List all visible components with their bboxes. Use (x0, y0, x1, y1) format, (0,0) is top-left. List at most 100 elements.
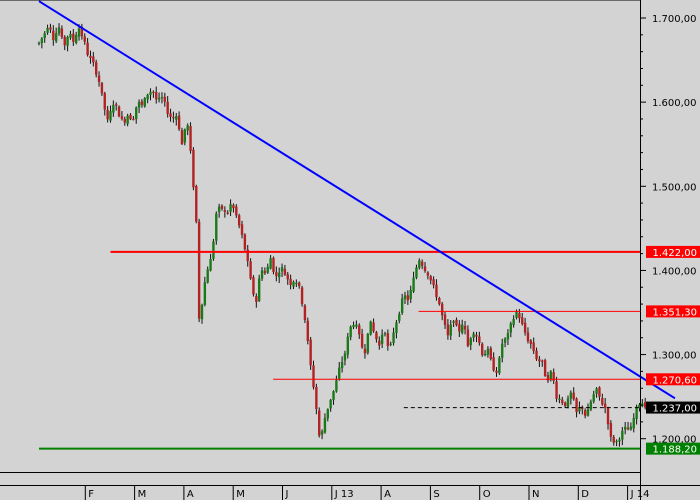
candle-body (412, 277, 415, 292)
candle-body (120, 116, 124, 119)
candle-body (452, 321, 455, 323)
y-tick-label: 1.600,00 (652, 98, 697, 109)
x-tick-label: J 14 (630, 489, 650, 500)
candle-body (137, 101, 141, 108)
candle-body (378, 340, 381, 346)
candle-body (260, 270, 264, 279)
candle-body (329, 399, 332, 409)
candle-body (338, 367, 341, 379)
candle-body (189, 126, 192, 151)
candle-body (518, 313, 521, 319)
candle-body (100, 82, 104, 94)
candle-body (609, 422, 613, 437)
candle-body (503, 338, 507, 343)
candle-body (483, 353, 487, 356)
price-tag-current: 1.237,00 (646, 401, 700, 415)
candle-body (429, 276, 432, 281)
candle-body (372, 322, 375, 332)
candle-body (163, 96, 167, 102)
candle-body (595, 388, 598, 394)
candle-body (643, 402, 647, 408)
candle-body (157, 97, 161, 100)
candle-body (489, 348, 492, 359)
candle-body (349, 326, 352, 338)
candle-body (529, 340, 533, 344)
candle-body (618, 439, 621, 442)
candle-body (72, 33, 75, 42)
candle-body (346, 336, 350, 355)
candle-body (217, 206, 221, 213)
candle-body (606, 408, 610, 425)
candle-body (623, 426, 627, 430)
x-tick-label: D (581, 489, 589, 500)
candle-body (152, 91, 155, 93)
candle-body (263, 271, 267, 273)
candle-body (57, 27, 61, 34)
candle-body (94, 62, 98, 75)
candle-body (523, 322, 527, 333)
candle-body (123, 118, 126, 123)
candle-body (223, 210, 227, 212)
candle-body (326, 409, 329, 419)
candle-body (495, 370, 498, 373)
candle-body (478, 336, 481, 344)
candle-body (460, 324, 464, 333)
candle-body (589, 401, 593, 410)
candle-body (43, 33, 46, 39)
candle-body (415, 267, 418, 278)
candle-body (340, 361, 344, 369)
candle-body (97, 75, 101, 83)
candle-body (172, 116, 175, 119)
candle-body (252, 277, 255, 295)
candle-body (603, 403, 607, 408)
price-tag-box (646, 442, 700, 455)
candle-body (515, 311, 518, 318)
candle-body (323, 417, 327, 433)
y-tick-label: 1.200,00 (652, 435, 697, 446)
candle-body (203, 282, 207, 305)
y-tick-label: 1.400,00 (652, 266, 697, 277)
candle-body (235, 206, 238, 216)
candle-body (369, 321, 372, 335)
trendline-layer (38, 0, 676, 400)
price-tag-resistance: 1.270,60 (646, 373, 700, 386)
y-axis: 1.700,00 1.600,00 1.500,00 1.400,00 1.300,00… (640, 14, 697, 446)
candle-body (46, 27, 49, 33)
candle-body (89, 55, 92, 58)
candle-body (366, 333, 370, 353)
candle-body (335, 380, 338, 392)
candle-body (546, 374, 550, 381)
candle-body (289, 278, 292, 285)
price-tag-box (646, 401, 700, 414)
candle-body (200, 304, 204, 320)
candle-body (309, 339, 312, 366)
candle-body (386, 333, 390, 346)
candle-body (621, 430, 624, 440)
candle-body (175, 116, 178, 120)
candle-body (155, 91, 158, 100)
candle-body (283, 268, 287, 275)
candle-body (149, 91, 152, 95)
candle-body (306, 320, 309, 341)
candle-body (197, 221, 201, 319)
candle-body (615, 440, 618, 443)
candle-body (601, 397, 604, 405)
candle-body (383, 333, 387, 335)
candle-body (449, 324, 452, 336)
x-tick-label: O (483, 489, 491, 500)
candle-body (300, 287, 304, 305)
candle-body (140, 101, 144, 106)
candle-body (246, 249, 249, 262)
candle-body (392, 332, 395, 344)
price-tag-label: 1.237,00 (652, 404, 697, 415)
x-tick-label: J 13 (334, 489, 354, 500)
candle-body (146, 94, 149, 100)
candle-body (598, 387, 601, 397)
candle-body (209, 258, 212, 271)
candle-body (280, 267, 284, 272)
candle-body (492, 357, 495, 371)
price-tag-resistance: 1.422,00 (646, 245, 700, 259)
candle-body (86, 42, 89, 56)
candle-body (54, 33, 58, 42)
candle-body (443, 314, 447, 325)
